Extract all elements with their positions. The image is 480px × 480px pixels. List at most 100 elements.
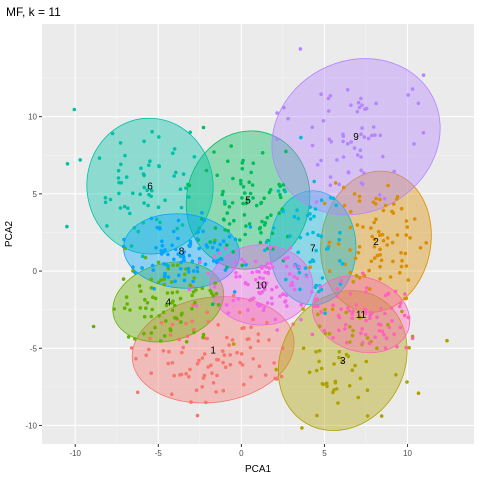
data-point [399, 251, 403, 255]
data-point [353, 363, 357, 368]
data-point [370, 234, 375, 239]
data-point [374, 217, 378, 221]
data-point [274, 367, 279, 372]
data-point [231, 342, 236, 346]
data-point [156, 280, 161, 285]
data-point [312, 179, 317, 184]
data-point [333, 380, 338, 385]
x-tick-label: 0 [239, 449, 244, 458]
data-point [190, 259, 195, 264]
data-point [356, 100, 361, 105]
data-point [366, 136, 371, 141]
data-point [242, 260, 247, 265]
data-point [231, 176, 235, 181]
axis-ticks: -10 -5 0 5 10 -10 -5 0 5 10 [25, 113, 412, 458]
data-point [119, 180, 124, 185]
data-point [256, 332, 261, 336]
data-point [424, 241, 429, 245]
data-point [278, 193, 282, 197]
data-point [332, 362, 336, 366]
data-point [312, 214, 316, 219]
data-point [278, 294, 282, 299]
data-point [395, 233, 400, 237]
grid [42, 24, 474, 444]
data-point [299, 303, 304, 307]
data-point [139, 289, 143, 294]
data-point [225, 211, 230, 215]
data-point [391, 259, 395, 264]
data-point [280, 346, 285, 351]
data-point [352, 192, 357, 196]
data-point [142, 331, 146, 336]
data-point [346, 141, 350, 146]
data-point [122, 306, 127, 311]
data-point [212, 285, 217, 289]
data-point [200, 286, 205, 291]
data-point [382, 332, 386, 337]
data-point [116, 168, 121, 173]
data-point [221, 360, 225, 365]
data-point [249, 375, 253, 379]
data-point [337, 355, 341, 360]
data-point [276, 189, 281, 193]
data-point [360, 327, 364, 331]
data-point [232, 290, 237, 294]
data-point [377, 322, 381, 327]
data-point [249, 325, 253, 330]
data-point [179, 260, 183, 265]
data-point [201, 229, 205, 234]
data-point [372, 244, 377, 249]
data-point [223, 268, 228, 272]
data-point [404, 345, 408, 350]
data-point [291, 322, 296, 327]
data-point [362, 135, 367, 139]
data-point [389, 306, 394, 310]
data-point [165, 291, 170, 295]
data-point [335, 158, 339, 162]
data-point [213, 226, 218, 230]
data-point [267, 190, 272, 195]
data-point [323, 331, 328, 336]
data-point [240, 196, 244, 200]
data-point [225, 265, 229, 270]
data-point [317, 349, 322, 353]
y-tick-label: -5 [30, 344, 38, 353]
data-point [171, 263, 175, 268]
data-point [394, 373, 398, 377]
data-point [244, 224, 248, 228]
data-point [258, 275, 262, 280]
data-point [337, 182, 341, 187]
data-point [213, 281, 217, 285]
data-point [150, 129, 154, 134]
data-point [378, 264, 382, 269]
data-point [123, 153, 127, 158]
data-point [243, 281, 248, 286]
data-point [170, 290, 175, 295]
data-point [378, 253, 383, 257]
data-point [185, 334, 190, 339]
data-point [319, 158, 323, 163]
data-point [154, 246, 158, 250]
y-axis-title: PCA2 [4, 221, 15, 248]
data-point [251, 296, 256, 301]
data-point [205, 336, 209, 341]
data-point [301, 307, 305, 311]
data-point [407, 345, 411, 350]
data-point [129, 244, 134, 248]
data-point [147, 163, 151, 167]
cluster-label-9: 9 [353, 132, 359, 143]
data-point [274, 377, 279, 381]
data-point [375, 253, 380, 258]
data-point [235, 350, 239, 355]
data-point [350, 333, 355, 338]
data-point [176, 252, 180, 256]
data-point [262, 223, 267, 227]
data-point [376, 229, 381, 234]
data-point [135, 390, 140, 395]
data-point [243, 232, 247, 237]
data-point [262, 196, 267, 200]
data-point [178, 187, 183, 191]
data-point [169, 280, 174, 284]
data-point [359, 181, 364, 185]
